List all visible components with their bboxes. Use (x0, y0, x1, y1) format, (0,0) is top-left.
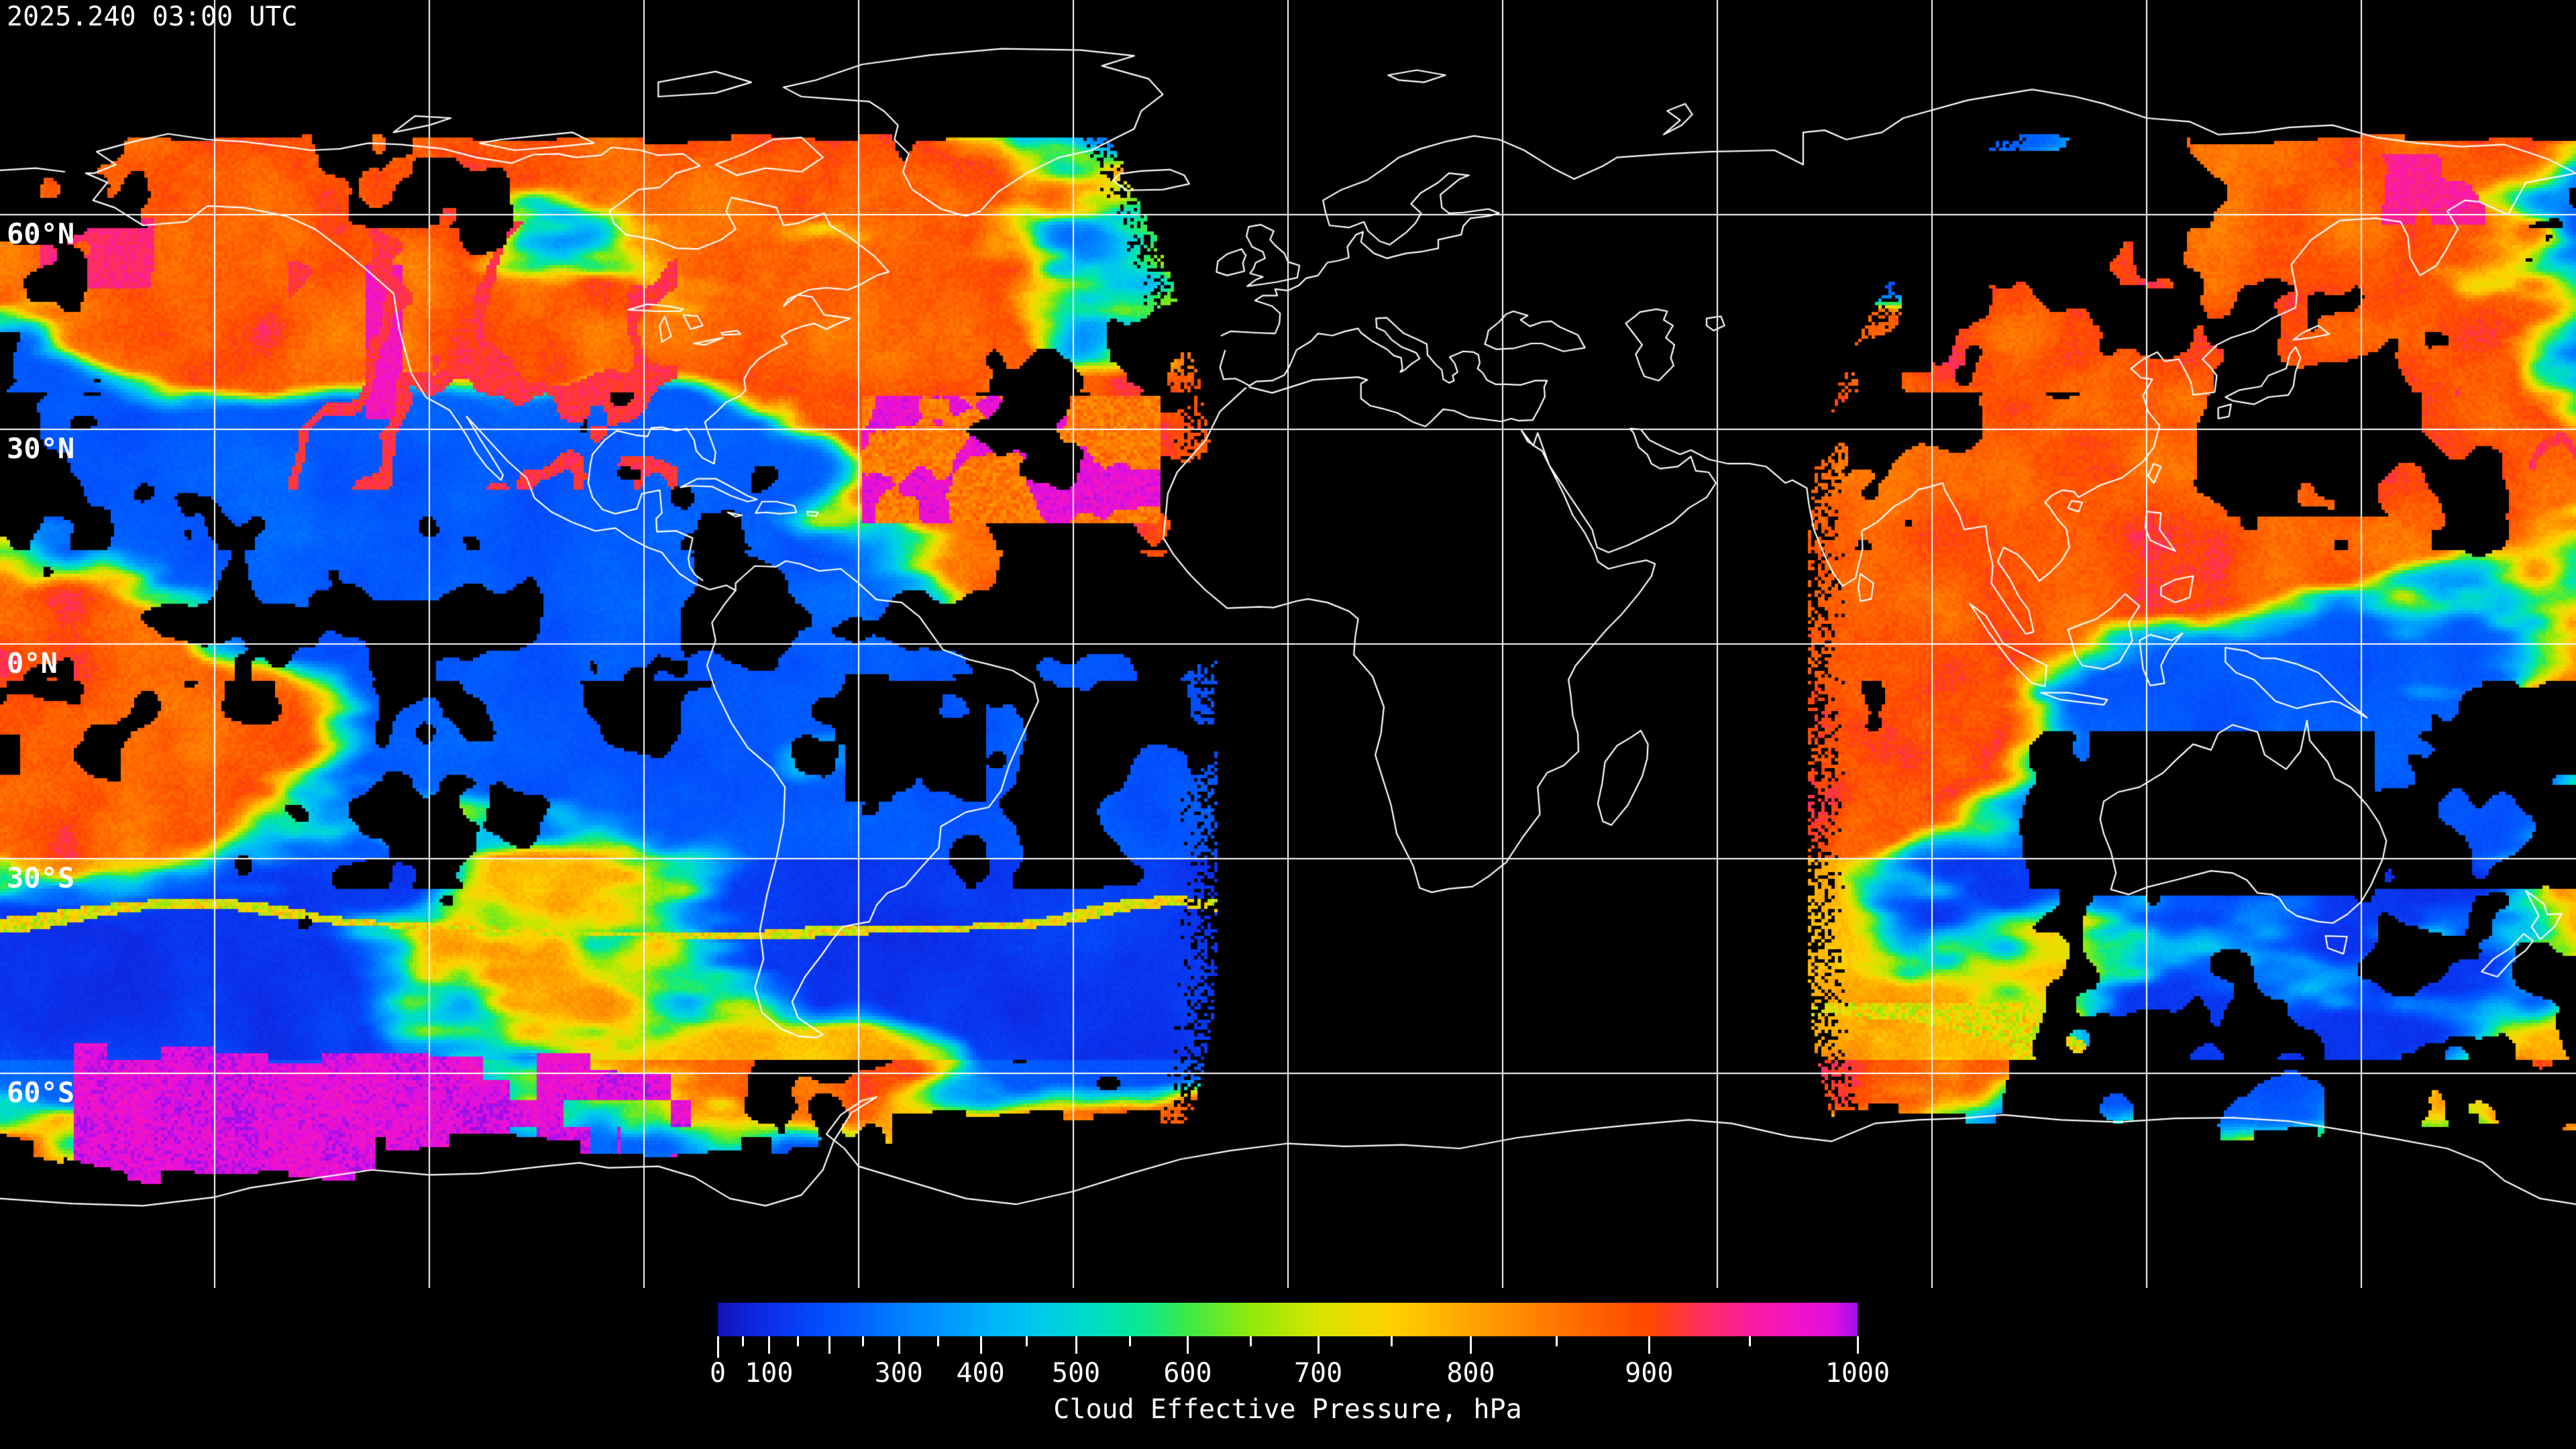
colorbar-major-tick-300 (898, 1336, 900, 1354)
colorbar-minor-tick-750 (1391, 1336, 1393, 1346)
colorbar-minor-tick-50 (741, 1336, 744, 1346)
colorbar-gradient (718, 1303, 1858, 1336)
colorbar-label-300: 300 (874, 1358, 923, 1389)
colorbar-major-tick-500 (1075, 1336, 1078, 1354)
colorbar-minor-tick-650 (1249, 1336, 1252, 1346)
colorbar-label-700: 700 (1293, 1358, 1343, 1389)
colorbar-major-tick-0 (717, 1336, 719, 1358)
colorbar-minor-tick-950 (1748, 1336, 1751, 1346)
colorbar-major-tick-900 (1648, 1336, 1651, 1354)
colorbar-minor-tick-150 (797, 1336, 800, 1346)
colorbar-major-tick-1000 (1856, 1336, 1859, 1354)
latitude-label-60N: 60°N (7, 217, 75, 250)
colorbar-major-tick-100 (768, 1336, 771, 1354)
colorbar-label-800: 800 (1446, 1358, 1495, 1389)
colorbar: 0 100 300 400 500 600 700 800 900 1000 (710, 1303, 1890, 1389)
colorbar-major-tick-600 (1187, 1336, 1189, 1354)
colorbar-label-500: 500 (1051, 1358, 1101, 1389)
colorbar-label-600: 600 (1163, 1358, 1212, 1389)
colorbar-minor-tick-350 (937, 1336, 940, 1346)
colorbar-minor-tick-250 (861, 1336, 864, 1346)
latitude-label-30N: 30°N (7, 432, 75, 465)
colorbar-major-tick-400 (979, 1336, 982, 1354)
colorbar-major-tick-800 (1470, 1336, 1472, 1354)
colorbar-major-tick-700 (1318, 1336, 1320, 1354)
timestamp: 2025.240 03:00 UTC (7, 1, 298, 32)
colorbar-label-400: 400 (956, 1358, 1005, 1389)
latitude-label-0N: 0°N (7, 647, 58, 680)
colorbar-minor-tick-450 (1026, 1336, 1028, 1346)
colorbar-label-900: 900 (1625, 1358, 1674, 1389)
latitude-label-30S: 30°S (7, 861, 75, 894)
colorbar-minor-tick-550 (1129, 1336, 1131, 1346)
colorbar-label-100: 100 (745, 1358, 794, 1389)
world-cloud-map-canvas (0, 0, 2576, 1288)
colorbar-title: Cloud Effective Pressure, hPa (1053, 1394, 1522, 1425)
colorbar-major-tick-200 (828, 1336, 830, 1354)
latitude-label-60S: 60°S (7, 1076, 75, 1109)
colorbar-label-1000: 1000 (1825, 1358, 1890, 1389)
colorbar-minor-tick-850 (1556, 1336, 1558, 1346)
colorbar-label-0: 0 (709, 1358, 727, 1389)
